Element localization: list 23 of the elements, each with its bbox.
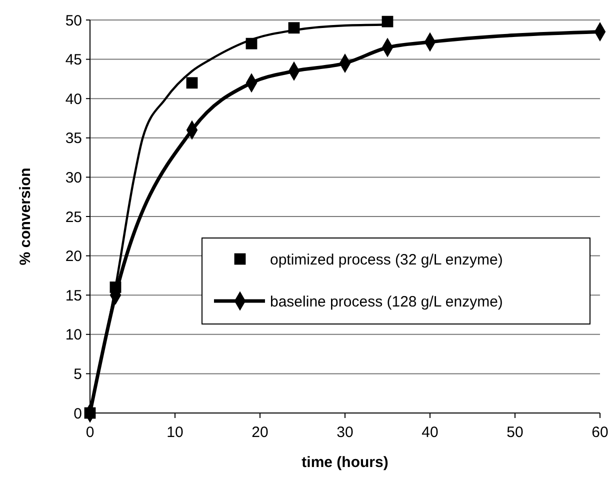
- y-tick-label: 10: [65, 326, 82, 344]
- y-tick-label: 25: [65, 208, 82, 226]
- y-tick-label: 5: [74, 366, 82, 383]
- legend-label: optimized process (32 g/L enzyme): [270, 251, 503, 268]
- x-tick-label: 10: [166, 424, 184, 441]
- y-tick-label: 20: [65, 248, 82, 266]
- y-tick-label: 45: [65, 52, 82, 69]
- y-tick-label: 30: [65, 169, 82, 186]
- y-tick-label: 35: [65, 130, 82, 148]
- y-tick-label: 0: [74, 405, 82, 422]
- legend-label: baseline process (128 g/L enzyme): [270, 293, 503, 310]
- y-tick-label: 50: [65, 12, 82, 30]
- x-tick-label: 20: [252, 424, 268, 441]
- y-axis-title: % conversion: [17, 168, 34, 266]
- x-tick-label: 0: [86, 424, 94, 441]
- x-tick-label: 30: [336, 424, 354, 441]
- x-tick-label: 50: [506, 424, 524, 441]
- y-tick-label: 15: [65, 287, 82, 304]
- y-tick-label: 40: [65, 90, 82, 108]
- point: [186, 77, 198, 89]
- x-tick-label: 40: [422, 424, 438, 441]
- x-axis-title: time (hours): [302, 454, 388, 471]
- x-tick-label: 60: [592, 424, 608, 441]
